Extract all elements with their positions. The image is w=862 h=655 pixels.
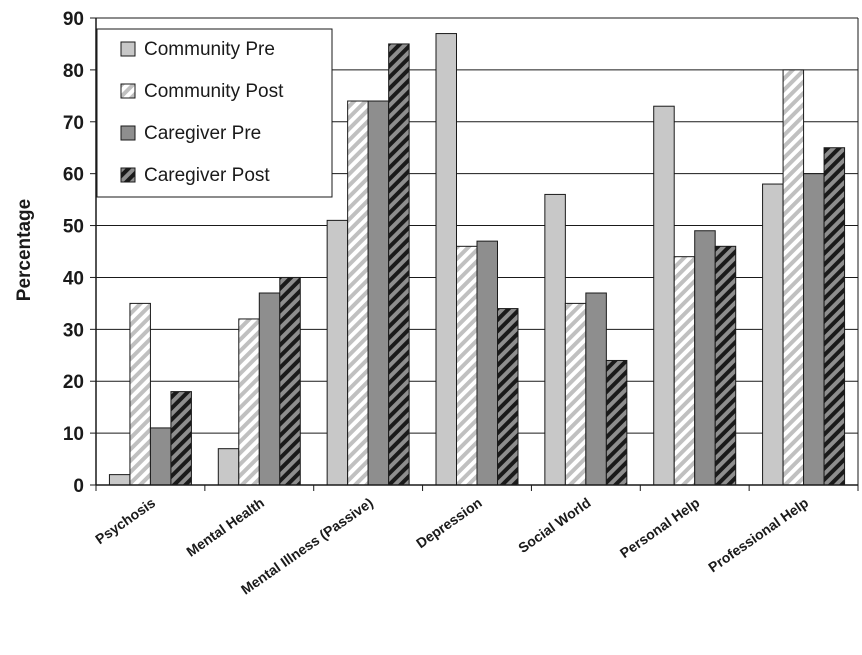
bar-psychosis-community-post	[129, 302, 151, 486]
bar-depression-community-pre	[435, 33, 457, 486]
x-category-label: Personal Help	[617, 494, 703, 561]
y-tick-label: 20	[63, 372, 84, 393]
bars	[108, 33, 846, 486]
y-tick-label: 0	[73, 476, 84, 497]
y-tick-label: 10	[63, 424, 84, 445]
legend-label-caregiver-pre: Caregiver Pre	[144, 123, 261, 144]
y-tick-label: 90	[63, 9, 84, 30]
bar-personal-help-caregiver-pre	[694, 230, 716, 486]
bar-mental-health-caregiver-post	[279, 276, 301, 486]
bar-psychosis-community-pre	[108, 474, 131, 486]
x-category-label: Professional Help	[705, 494, 811, 575]
y-tick-label: 30	[63, 320, 84, 341]
bar-mental-illness-passive-community-pre	[326, 219, 349, 486]
bar-mental-illness-passive-caregiver-post	[388, 43, 410, 486]
bar-mental-health-community-post	[238, 318, 260, 486]
bar-mental-illness-passive-community-post	[347, 100, 369, 486]
legend-swatch-caregiver-post	[120, 167, 136, 183]
legend-label-community-post: Community Post	[144, 81, 284, 102]
bar-personal-help-caregiver-post	[714, 245, 737, 486]
y-tick-label: 60	[63, 165, 84, 186]
y-axis-title: Percentage	[14, 199, 35, 301]
x-category-label: Psychosis	[92, 494, 158, 547]
bar-professional-help-community-pre	[762, 183, 784, 486]
bar-depression-community-post	[456, 245, 478, 486]
x-category-label: Depression	[413, 494, 485, 551]
bar-professional-help-caregiver-post	[823, 147, 846, 486]
bar-psychosis-caregiver-pre	[149, 427, 172, 486]
bar-social-world-caregiver-pre	[585, 292, 607, 486]
y-tick-label: 50	[63, 217, 84, 238]
y-tick-label: 40	[63, 268, 84, 289]
legend-label-caregiver-post: Caregiver Post	[144, 165, 270, 186]
bar-mental-health-caregiver-pre	[258, 292, 281, 486]
bar-mental-health-community-pre	[217, 448, 240, 486]
bar-personal-help-community-post	[673, 256, 696, 486]
legend-swatch-caregiver-pre	[120, 125, 136, 141]
legend-label-community-pre: Community Pre	[144, 39, 275, 60]
legend: Community Pre Community Post Caregiver Pre…	[96, 28, 333, 198]
bar-professional-help-caregiver-pre	[803, 173, 825, 486]
bar-social-world-community-pre	[544, 193, 566, 486]
y-tick-label: 70	[63, 113, 84, 134]
axes	[90, 17, 859, 491]
x-category-label: Mental Health	[183, 494, 267, 559]
legend-swatch-community-pre	[120, 41, 136, 57]
bar-social-world-community-post	[564, 302, 587, 486]
bar-professional-help-community-post	[782, 69, 805, 486]
bar-social-world-caregiver-post	[605, 359, 628, 486]
x-category-label: Social World	[515, 494, 593, 556]
bar-personal-help-community-pre	[653, 105, 675, 486]
legend-swatch-community-post	[120, 83, 136, 99]
bar-depression-caregiver-post	[497, 308, 519, 486]
bar-depression-caregiver-pre	[476, 240, 498, 486]
bar-psychosis-caregiver-post	[170, 391, 192, 486]
y-tick-label: 80	[63, 61, 84, 82]
bar-mental-illness-passive-caregiver-pre	[367, 100, 390, 486]
legend-box	[96, 28, 333, 198]
